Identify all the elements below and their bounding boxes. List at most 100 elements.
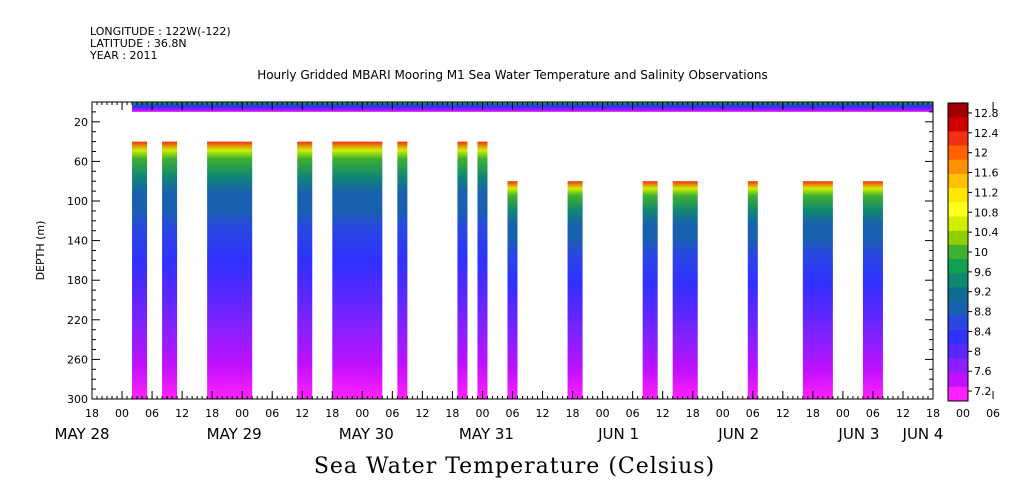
data-segment-1 [162,141,178,399]
data-segment-3 [297,141,313,399]
x-tick-label: 06 [746,407,760,420]
colorbar-swatch [948,386,968,402]
x-tick-label: 00 [115,407,129,420]
x-day-label: MAY 30 [339,425,394,443]
data-segment-0 [132,141,148,399]
colorbar-swatch [948,202,968,218]
x-tick-label: 12 [776,407,790,420]
x-tick-label: 12 [656,407,670,420]
colorbar-label: 7.2 [974,385,992,398]
x-tick-label: 00 [355,407,369,420]
colorbar-label: 10.8 [974,206,999,219]
colorbar-swatch [948,330,968,345]
colorbar-swatch [948,273,968,288]
x-day-label: JUN 1 [597,425,639,443]
colorbar-swatch [948,358,968,374]
x-day-label: JUN 4 [902,425,944,443]
colorbar-swatch [948,301,968,317]
x-tick-label: 18 [686,407,700,420]
x-tick-label: 12 [415,407,429,420]
y-tick-label: 180 [67,274,88,287]
x-day-label: JUN 3 [837,425,879,443]
x-tick-label: 00 [235,407,249,420]
colorbar-label: 8.4 [974,325,992,338]
colorbar: 12.8 12.4 12 11.6 11.2 10.8 10.4 10 9.6 9.2 8.8 8.4… [947,102,999,402]
x-day-label: JUN 2 [717,425,759,443]
colorbar-swatch [948,344,968,359]
x-tick-label: 06 [265,407,279,420]
colorbar-swatch [948,131,968,147]
x-day-label: MAY 29 [207,425,262,443]
colorbar-label: 8 [974,345,981,358]
colorbar-swatch [948,173,968,189]
x-tick-label: 12 [536,407,550,420]
colorbar-label: 10.4 [974,226,999,239]
x-axis-title: Sea Water Temperature (Celsius) [313,454,716,479]
colorbar-swatch [948,315,968,331]
y-tick-label: 20 [74,116,88,129]
x-tick-label: 18 [566,407,580,420]
y-tick-label: 220 [67,314,88,327]
surface-band [132,102,934,112]
colorbar-swatch [948,372,968,388]
x-tick-label: 06 [145,407,159,420]
x-day-label: MAY 28 [55,425,110,443]
header-latitude: LATITUDE : 36.8N [90,37,187,50]
chart-title: Hourly Gridded MBARI Mooring M1 Sea Wate… [257,68,768,82]
x-tick-label: 18 [85,407,99,420]
colorbar-label: 7.6 [974,365,992,378]
colorbar-swatch [948,259,968,274]
x-tick-label: 06 [626,407,640,420]
y-axis-title: DEPTH (m) [34,221,47,281]
colorbar-swatch [948,287,968,303]
x-tick-label: 18 [926,407,940,420]
colorbar-label: 12.4 [974,127,999,140]
x-tick-label: 18 [205,407,219,420]
colorbar-label: 8.8 [974,306,992,319]
data-segment-10 [642,181,658,399]
colorbar-swatch [948,216,968,232]
data-segment-5 [397,141,408,399]
x-tick-label: 06 [866,407,880,420]
data-segment-14 [862,181,883,399]
x-tick-label: 00 [596,407,610,420]
colorbar-label: 12 [974,147,988,160]
colorbar-swatch [948,244,968,260]
colorbar-label: 9.6 [974,266,992,279]
y-tick-label: 300 [67,393,88,406]
x-tick-label: 00 [836,407,850,420]
x-tick-label: 18 [325,407,339,420]
x-day-label: MAY 31 [459,425,514,443]
colorbar-label: 9.2 [974,286,992,299]
y-tick-label: 60 [74,155,88,168]
data-segment-6 [457,141,468,399]
y-tick-label: 140 [67,235,88,248]
x-tick-label: 12 [175,407,189,420]
colorbar-swatch [948,230,968,246]
data-segment-13 [802,181,833,399]
x-tick-label: 12 [295,407,309,420]
x-tick-label: 18 [806,407,820,420]
header-year: YEAR : 2011 [90,49,158,62]
data-segment-12 [747,181,758,399]
x-tick-label: 12 [896,407,910,420]
data-segment-7 [477,141,488,399]
colorbar-swatch [948,159,968,175]
x-tick-label: 06 [506,407,520,420]
colorbar-swatch [948,145,968,161]
x-tick-label: 00 [956,407,970,420]
data-segment-11 [672,181,698,399]
data-segment-4 [332,141,383,399]
plot-area [132,102,934,399]
y-tick-label: 260 [67,353,88,366]
colorbar-label: 10 [974,246,988,259]
colorbar-swatch [948,188,968,203]
x-tick-label: 06 [986,407,1000,420]
colorbar-swatch [948,103,968,118]
colorbar-label: 11.6 [974,167,999,180]
x-tick-label: 00 [716,407,730,420]
colorbar-swatch [948,117,968,132]
colorbar-label: 12.8 [974,107,999,120]
x-tick-label: 00 [475,407,489,420]
